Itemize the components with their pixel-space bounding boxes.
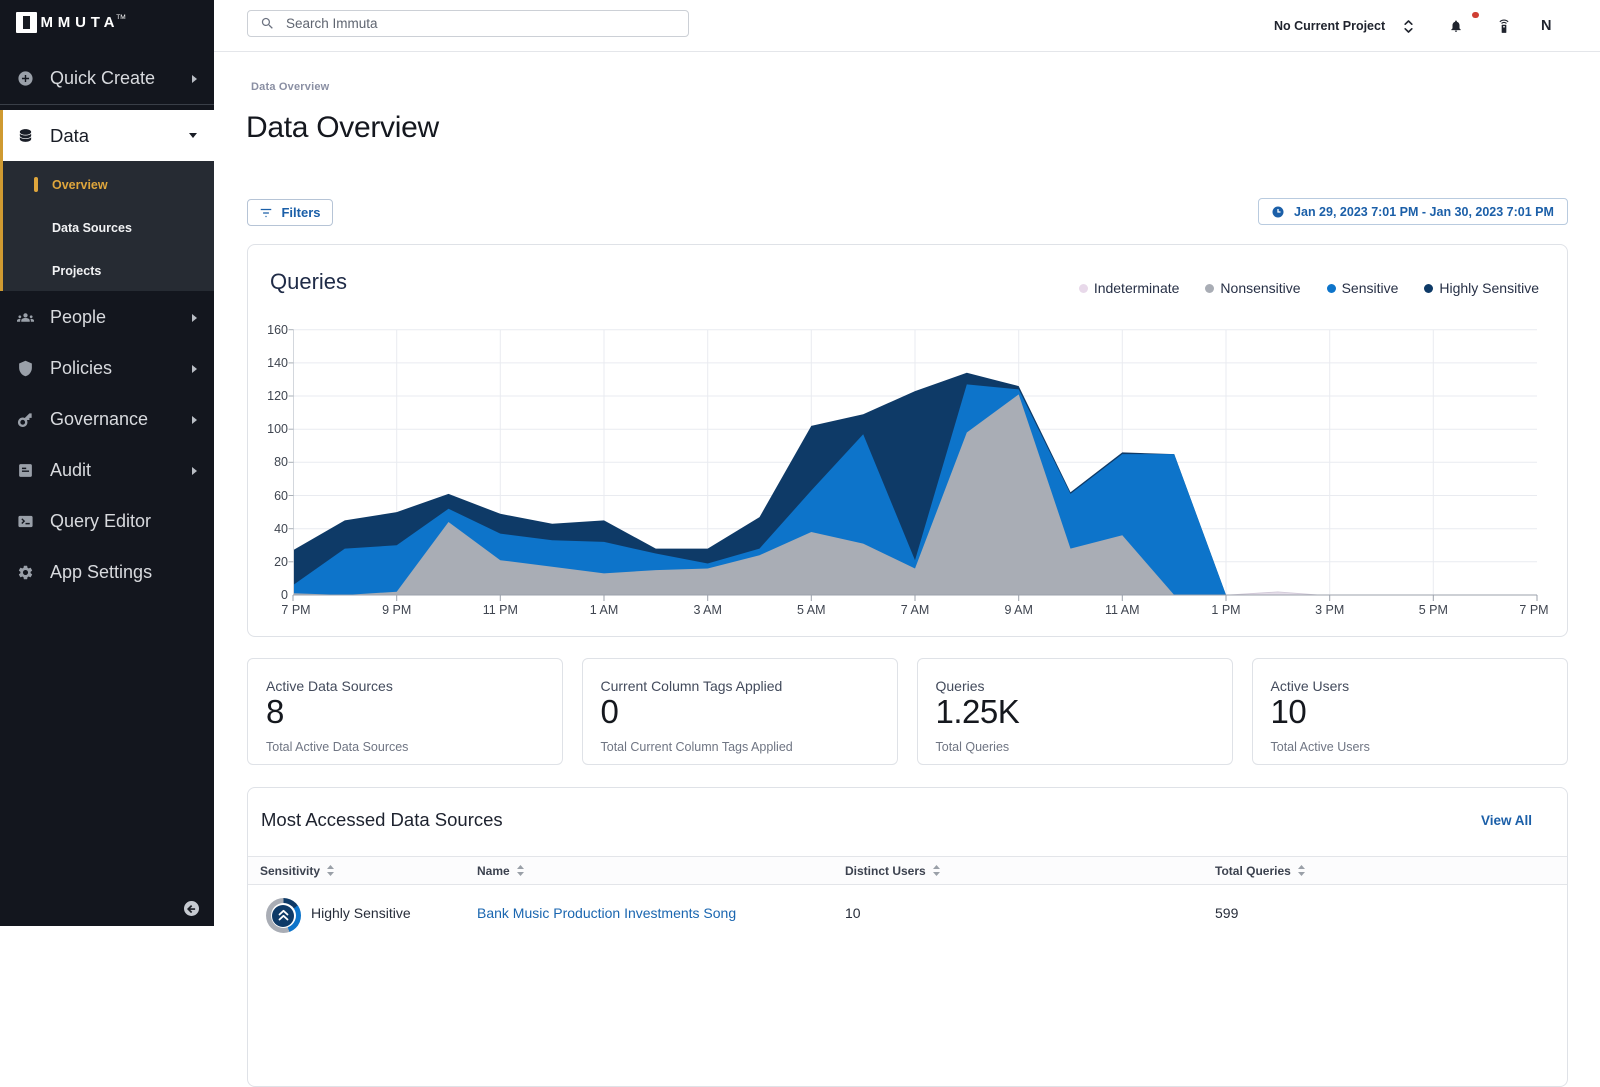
- svg-text:3 AM: 3 AM: [693, 603, 722, 617]
- svg-text:9 AM: 9 AM: [1004, 603, 1032, 617]
- svg-text:9 PM: 9 PM: [382, 603, 411, 617]
- svg-text:1 AM: 1 AM: [590, 603, 619, 617]
- svg-text:7 AM: 7 AM: [901, 603, 930, 617]
- svg-text:120: 120: [267, 389, 288, 403]
- svg-text:11 AM: 11 AM: [1105, 603, 1140, 617]
- svg-text:20: 20: [274, 555, 288, 569]
- svg-text:3 PM: 3 PM: [1315, 603, 1344, 617]
- svg-text:100: 100: [267, 422, 288, 436]
- svg-text:80: 80: [274, 455, 288, 469]
- svg-text:11 PM: 11 PM: [483, 603, 518, 617]
- svg-text:0: 0: [281, 588, 288, 602]
- svg-text:5 PM: 5 PM: [1419, 603, 1448, 617]
- svg-text:7 PM: 7 PM: [1519, 603, 1548, 617]
- svg-text:140: 140: [267, 356, 288, 370]
- svg-text:5 AM: 5 AM: [797, 603, 826, 617]
- svg-text:40: 40: [274, 522, 288, 536]
- svg-text:160: 160: [267, 323, 288, 337]
- svg-text:60: 60: [274, 489, 288, 503]
- svg-text:7 PM: 7 PM: [281, 603, 310, 617]
- svg-text:1 PM: 1 PM: [1211, 603, 1240, 617]
